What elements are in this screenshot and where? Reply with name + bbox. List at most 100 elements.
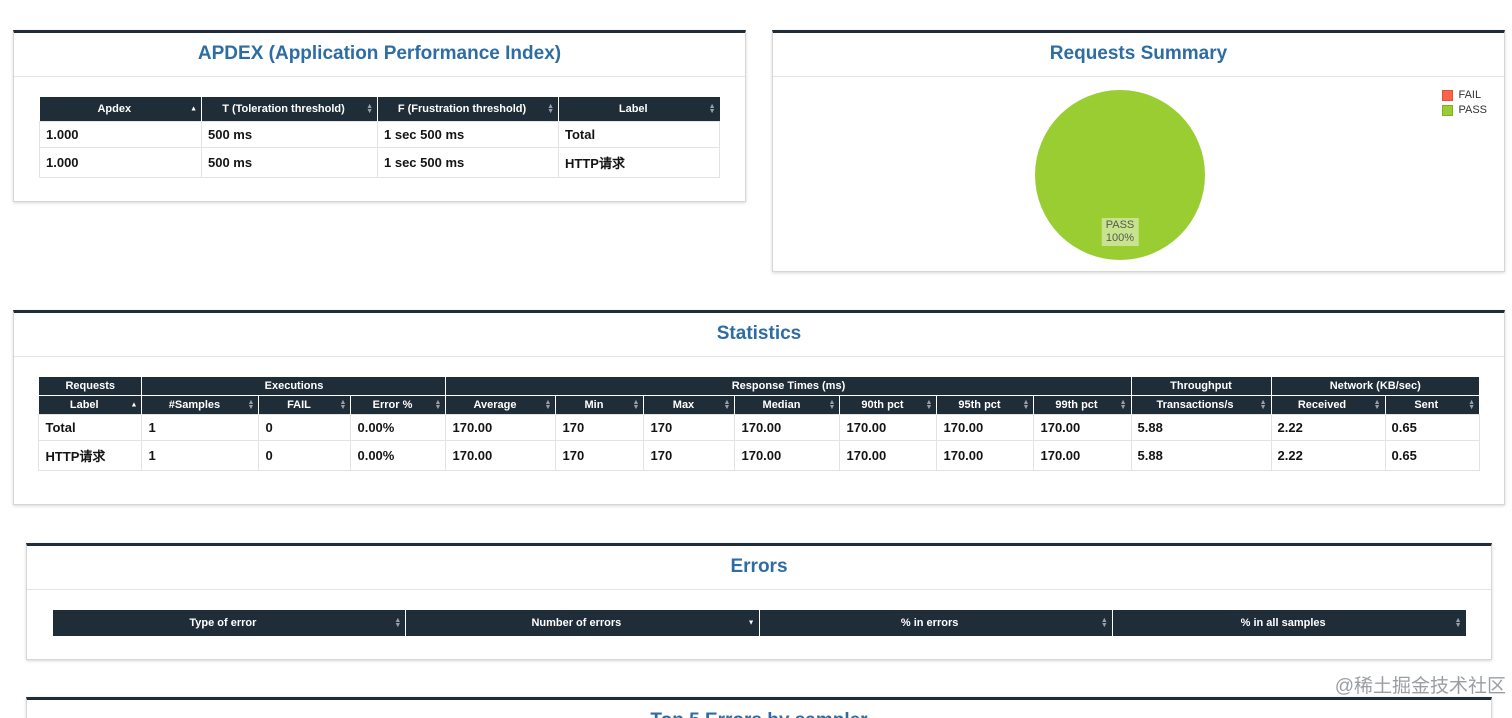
divider [27,589,1491,590]
pie-slice-label: PASS 100% [1101,218,1139,246]
column-header-90th[interactable]: 90th pct ▲ ▼ [839,395,938,415]
column-label: Error % [372,399,413,411]
sort-both-icon: ▲ ▼ [1468,399,1476,411]
group-header-executions: Executions [141,377,447,396]
column-header-99th[interactable]: 99th pct ▲ ▼ [1033,395,1132,415]
cell: 5.88 [1130,414,1272,441]
sort-both-icon: ▲ ▼ [1259,399,1267,411]
column-header-sent[interactable]: Sent ▲ ▼ [1385,395,1480,415]
sort-both-icon: ▲ ▼ [708,103,716,115]
sort-both-icon: ▲ ▼ [1119,399,1127,411]
sort-both-icon: ▲ ▼ [632,399,640,411]
legend-item-fail: FAIL [1442,89,1487,101]
sort-both-icon: ▲ ▼ [339,399,347,411]
legend-label: FAIL [1458,89,1482,101]
column-header-95th[interactable]: 95th pct ▲ ▼ [936,395,1035,415]
sort-both-icon: ▲ ▼ [544,399,552,411]
cell: 2.22 [1270,414,1386,441]
cell: Total [38,414,143,441]
column-header-median[interactable]: Median ▲ ▼ [734,395,841,415]
column-header-frustration[interactable]: F (Frustration threshold) ▲ ▼ [377,97,559,122]
cell: 500 ms [201,147,378,178]
column-label: Median [762,399,801,411]
cell: 1 [141,414,260,441]
cell: 1 sec 500 ms [377,121,559,148]
sort-both-icon: ▲ ▼ [366,103,373,115]
sort-asc-icon: ▲ [190,105,197,113]
column-label: 95th pct [958,399,1001,411]
cell: Total [558,121,720,148]
column-label: Max [672,399,695,411]
apdex-title: APDEX (Application Performance Index) [197,43,562,64]
column-label: FAIL [287,399,311,411]
column-header-pct-in-errors[interactable]: % in errors ▲ ▼ [759,610,1113,636]
column-label: % in errors [900,617,959,629]
sort-both-icon: ▲ ▼ [547,103,554,115]
watermark: @稀土掘金技术社区 [1334,676,1506,697]
column-label: Min [584,399,604,411]
column-header-pct-in-samples[interactable]: % in all samples ▲ ▼ [1112,610,1466,636]
cell: HTTP请求 [38,440,143,471]
chart-legend: FAIL PASS [1442,89,1487,119]
divider [773,76,1504,77]
sort-both-icon: ▲ ▼ [434,399,442,411]
cell: 170.00 [445,414,557,441]
requests-summary-title: Requests Summary [1049,43,1228,64]
cell: 0.65 [1384,440,1480,471]
statistics-group-header-row: Requests Executions Response Times (ms) … [38,377,1480,396]
requests-summary-chart: FAIL PASS PASS 100% [773,77,1504,273]
table-row: 1.000 500 ms 1 sec 500 ms HTTP请求 [39,147,720,178]
statistics-header-row: Label ▲ #Samples ▲ ▼ FAIL ▲ ▼ Error % ▲ ▼ [38,395,1480,415]
column-header-min[interactable]: Min ▲ ▼ [555,395,645,415]
apdex-header-row: Apdex ▲ T (Toleration threshold) ▲ ▼ F (F… [39,97,720,122]
column-label: #Samples [168,399,221,411]
column-header-received[interactable]: Received ▲ ▼ [1271,395,1386,415]
cell: 1.000 [39,147,202,178]
apdex-panel: APDEX (Application Performance Index) Ap… [13,30,746,202]
group-header-response-times: Response Times (ms) [445,377,1132,396]
column-header-error-pct[interactable]: Error % ▲ ▼ [350,395,447,415]
column-label: % in all samples [1240,617,1326,629]
table-row: Total 1 0 0.00% 170.00 170 170 170.00 17… [38,414,1480,441]
sort-both-icon: ▲ ▼ [723,399,731,411]
cell: 170.00 [1033,414,1132,441]
cell: 170.00 [839,440,938,471]
sort-both-icon: ▲ ▼ [1373,399,1381,411]
sort-both-icon: ▲ ▼ [925,399,933,411]
column-label: Label [69,399,99,411]
column-label: 99th pct [1055,399,1098,411]
legend-item-pass: PASS [1442,104,1487,116]
column-header-error-count[interactable]: Number of errors ▼ [405,610,760,636]
column-header-apdex[interactable]: Apdex ▲ [39,97,202,122]
cell: 2.22 [1270,440,1386,471]
cell: 170 [643,440,736,471]
table-row: 1.000 500 ms 1 sec 500 ms Total [39,121,720,148]
column-header-samples[interactable]: #Samples ▲ ▼ [141,395,260,415]
cell: 0.65 [1384,414,1480,441]
cell: 170.00 [734,414,841,441]
group-header-throughput: Throughput [1131,377,1272,396]
column-header-transactions[interactable]: Transactions/s ▲ ▼ [1131,395,1272,415]
cell: 170 [555,414,645,441]
column-header-max[interactable]: Max ▲ ▼ [643,395,736,415]
column-header-toleration[interactable]: T (Toleration threshold) ▲ ▼ [201,97,378,122]
cell: 170.00 [839,414,938,441]
cell: 170.00 [936,414,1035,441]
divider [14,76,745,77]
column-header-average[interactable]: Average ▲ ▼ [445,395,557,415]
cell: 170.00 [734,440,841,471]
sort-desc-icon: ▼ [747,619,755,627]
column-header-error-type[interactable]: Type of error ▲ ▼ [52,610,407,636]
sort-both-icon: ▲ ▼ [1100,617,1108,629]
column-label: F (Frustration threshold) [397,103,527,115]
column-header-label[interactable]: Label ▲ [38,395,143,415]
statistics-title: Statistics [716,323,802,344]
errors-header-row: Type of error ▲ ▼ Number of errors ▼ % in… [52,610,1466,636]
cell: HTTP请求 [558,147,720,178]
column-header-label[interactable]: Label ▲ ▼ [558,97,720,122]
fail-swatch-icon [1442,89,1454,101]
divider [14,356,1504,357]
pie-slice-name: PASS [1105,219,1135,231]
column-header-fail[interactable]: FAIL ▲ ▼ [258,395,352,415]
